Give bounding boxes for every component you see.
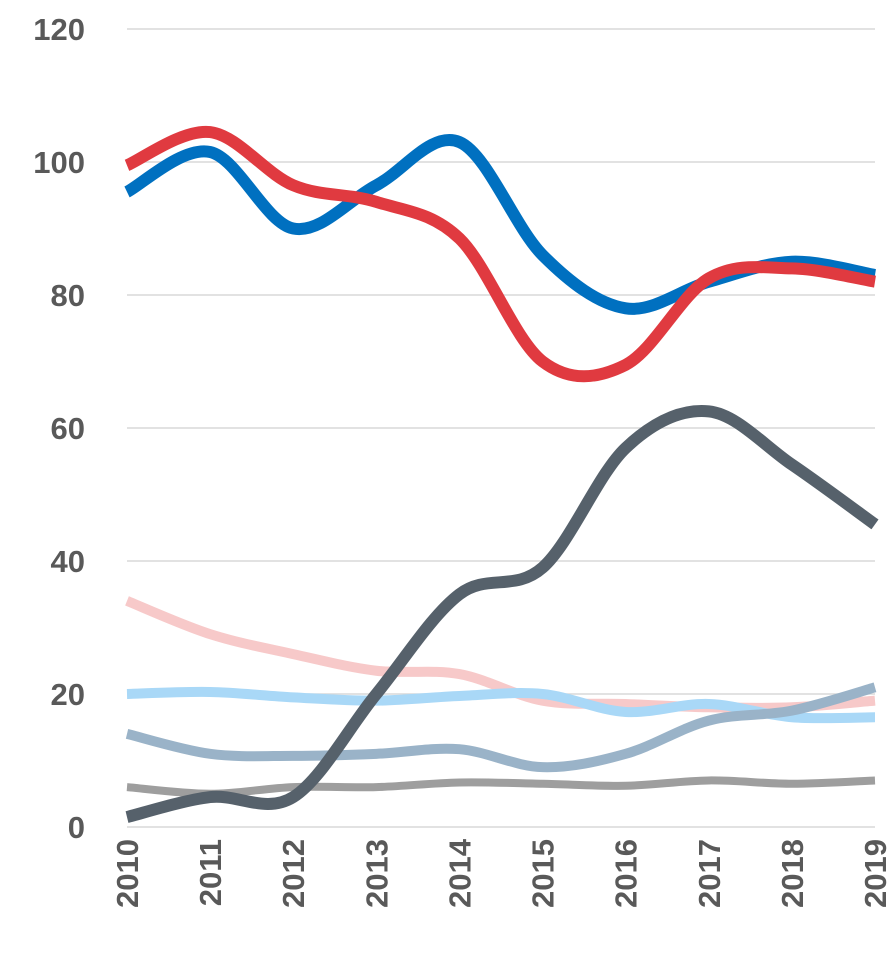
y-tick-label: 100 bbox=[33, 145, 85, 180]
y-tick-label: 40 bbox=[51, 544, 85, 579]
series-line bbox=[124, 134, 877, 315]
series-line bbox=[125, 682, 877, 773]
x-tick-label: 2019 bbox=[858, 839, 893, 908]
x-tick-label: 2017 bbox=[692, 839, 727, 908]
x-tick-label: 2010 bbox=[110, 839, 145, 908]
y-tick-label: 60 bbox=[51, 411, 85, 446]
series-line bbox=[124, 126, 877, 383]
x-tick-label: 2015 bbox=[526, 839, 561, 908]
x-tick-label: 2018 bbox=[775, 839, 810, 908]
y-tick-label: 0 bbox=[68, 810, 85, 845]
y-tick-label: 20 bbox=[51, 677, 85, 712]
x-tick-label: 2012 bbox=[276, 839, 311, 908]
x-tick-label: 2014 bbox=[442, 838, 477, 908]
y-tick-label: 80 bbox=[51, 278, 85, 313]
series-line bbox=[126, 776, 876, 798]
x-tick-label: 2016 bbox=[609, 839, 644, 908]
x-tick-label: 2013 bbox=[359, 839, 394, 908]
y-tick-label: 120 bbox=[33, 12, 85, 47]
series-line bbox=[125, 405, 879, 823]
x-tick-label: 2011 bbox=[193, 839, 228, 906]
